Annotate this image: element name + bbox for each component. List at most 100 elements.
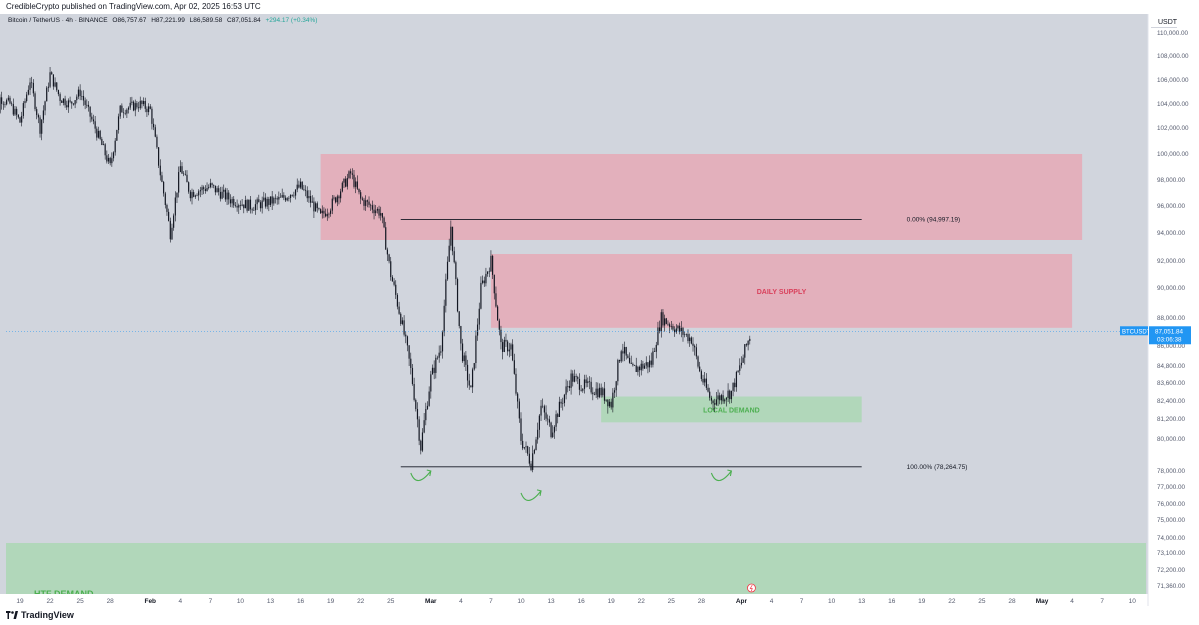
candle-body [201,187,203,191]
candle-body [26,94,28,102]
candle-body [575,376,577,378]
candle-body [258,199,260,203]
candle-body [602,388,604,396]
candle-body [276,198,278,200]
price-layer [0,67,1120,473]
candle-body [637,366,639,373]
candle-body [107,157,110,162]
candle-body [299,181,302,188]
x-tick-label: 10 [1129,598,1137,605]
x-tick-label: 4 [459,598,463,605]
currency-label: USDT [1158,19,1178,26]
candle-body [141,100,143,105]
fib-layer: 0.00% (94,997.19) 100.00% (78,264.75) [400,217,967,471]
candle-body [361,198,363,200]
candle-body [473,363,475,370]
candle-body [54,82,56,87]
y-tick-label: 108,000.00 [1157,53,1189,60]
candle-body [289,194,292,198]
candle-body [139,100,141,109]
candle-body [441,332,444,352]
candle-body [223,189,225,192]
candle-body [523,447,525,449]
candle-body [296,184,298,190]
candle-body [453,251,455,263]
candle-body [336,196,338,203]
candle-body [700,371,702,379]
candle-body [4,104,6,105]
candle-body [131,101,133,103]
x-tick-label: 19 [608,598,616,605]
candle-body [376,209,378,211]
candle-body [476,324,479,336]
candle-body [500,329,502,343]
candle-body [288,197,290,199]
candle-body [132,101,135,111]
x-tick-label: 19 [16,598,24,605]
candle-body [266,198,268,207]
candle-body [84,100,86,105]
candle-body [335,197,337,203]
candle-body [236,205,238,208]
candle-body [567,386,569,387]
x-tick-label: 28 [698,598,706,605]
candle-body [51,72,53,75]
candle-body [273,197,275,204]
x-tick-label: 19 [918,598,926,605]
candle-body [532,453,534,470]
candle-body [261,200,263,209]
candle-body [520,418,522,441]
candle-body [229,199,232,204]
candle-body [577,377,579,379]
zone-label-1: DAILY SUPPLY [757,289,807,296]
candle-body [717,395,719,400]
candle-body [492,255,494,275]
ticker-tag [1120,326,1148,336]
candle-body [46,87,48,102]
candle-body [87,104,90,107]
y-tick-label: 78,000.00 [1157,468,1186,475]
candle-body [725,397,728,400]
arrow-head-icon [426,469,432,477]
candle-body [425,409,427,421]
candle-body [503,339,505,352]
candle-body [340,191,342,199]
candle-body [583,379,586,389]
candle-body [166,204,168,212]
candle-body [184,174,186,175]
candle-body [163,181,165,194]
candle-body [692,343,694,346]
candle-body [111,158,113,164]
candle-body [114,140,116,153]
candle-body [488,271,490,273]
candle-body [635,365,637,373]
candle-body [137,107,140,109]
candle-body [533,449,535,454]
x-tick-label: 10 [237,598,245,605]
candle-body [39,117,41,134]
candle-body [418,419,420,441]
x-tick-label: May [1036,598,1049,605]
candle-body [642,363,644,369]
candle-body [677,325,679,329]
candle-body [286,198,288,201]
candle-body [293,195,295,197]
candle-body [151,108,153,124]
candle-body [81,96,83,97]
candle-body [659,327,661,332]
candle-body [598,387,601,398]
candle-body [638,366,641,371]
y-tick-label: 73,100.00 [1157,550,1186,557]
curved-arrow-up-icon [410,470,432,482]
candle-body [512,344,514,361]
tradingview-brand[interactable]: TradingView [6,610,74,620]
candle-body [318,208,320,210]
candle-body [358,188,360,193]
candle-body [403,320,405,335]
candle-body [375,210,377,214]
candle-body [550,422,552,438]
candle-body [89,106,91,117]
candle-body [281,195,283,198]
candle-body [647,362,649,368]
